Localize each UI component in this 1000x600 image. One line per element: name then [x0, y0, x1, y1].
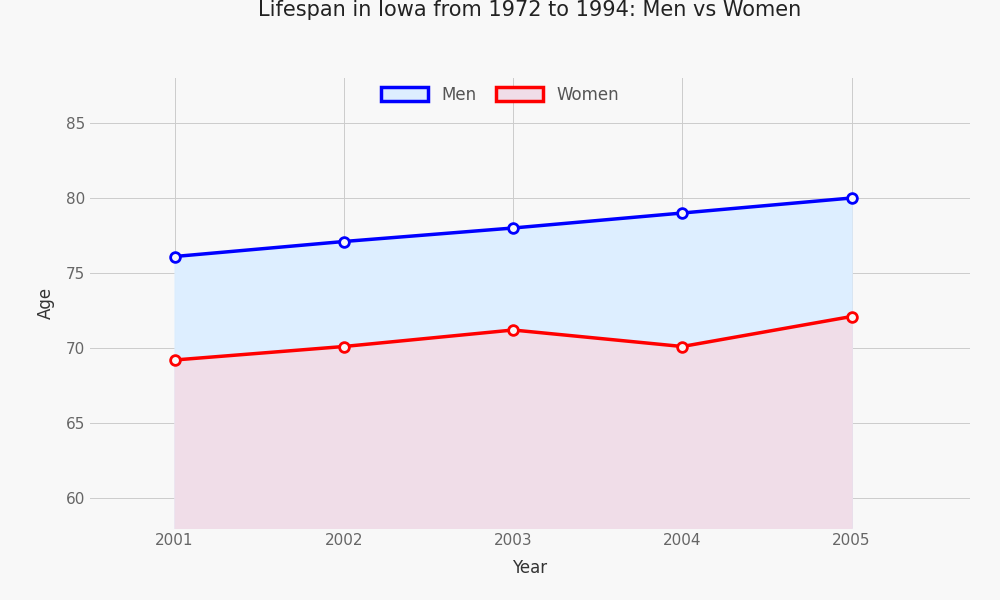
Legend: Men, Women: Men, Women — [373, 77, 627, 112]
X-axis label: Year: Year — [512, 559, 548, 577]
Title: Lifespan in Iowa from 1972 to 1994: Men vs Women: Lifespan in Iowa from 1972 to 1994: Men … — [258, 0, 802, 19]
Y-axis label: Age: Age — [37, 287, 55, 319]
